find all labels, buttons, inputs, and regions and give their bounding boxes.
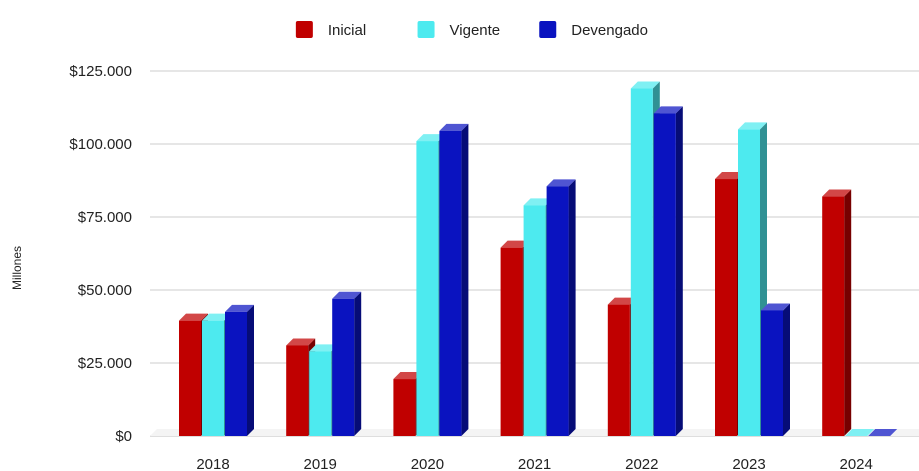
- bar-front: [393, 379, 416, 436]
- x-tick-label: 2021: [518, 456, 551, 471]
- bar-top: [286, 338, 316, 346]
- bar-top: [845, 429, 875, 436]
- legend: Inicial Vigente Devengado: [295, 21, 648, 39]
- bar-top: [761, 303, 790, 311]
- bar-front: [416, 141, 439, 436]
- bar-inicial-2024: [822, 189, 852, 436]
- bar-front: [523, 205, 546, 436]
- bar-vigente-2024: [845, 429, 875, 436]
- bar-front: [630, 88, 653, 437]
- bar-top: [630, 81, 660, 89]
- bar-front: [286, 345, 309, 436]
- bar-front: [715, 179, 737, 437]
- x-axis-ticks: 2018 2019 2020 2021 2022 2023 2024: [196, 456, 873, 471]
- bar-front: [500, 247, 523, 436]
- bar-devengado-2018: [225, 304, 254, 436]
- y-tick-label: $125.000: [69, 63, 132, 80]
- y-tick-label: $50.000: [78, 282, 132, 299]
- bar-front: [179, 320, 201, 436]
- bar-side: [568, 179, 576, 436]
- y-axis-ticks: $0 $25.000 $50.000 $75.000 $100.000 $125.000: [69, 63, 132, 445]
- y-tick-label: $0: [115, 428, 132, 445]
- x-tick-label: 2022: [625, 456, 658, 471]
- bar-front: [607, 304, 630, 436]
- bar-devengado-2020: [439, 123, 469, 437]
- x-tick-label: 2024: [840, 456, 873, 471]
- bar-top: [738, 122, 767, 130]
- bar-top: [179, 313, 208, 321]
- bar-side: [675, 106, 683, 436]
- bar-devengado-2019: [332, 291, 362, 436]
- bar-front: [439, 130, 462, 437]
- legend-label: Inicial: [328, 22, 366, 39]
- bar-front: [653, 113, 676, 436]
- bar-top: [202, 313, 231, 321]
- bar-side: [247, 304, 254, 436]
- bar-front: [738, 129, 760, 436]
- bar-top: [393, 372, 423, 380]
- bar-front: [761, 310, 783, 436]
- bar-side: [783, 303, 790, 436]
- bar-side: [354, 291, 362, 436]
- bar-top: [309, 344, 339, 352]
- x-tick-label: 2018: [196, 456, 229, 471]
- bar-top: [439, 123, 469, 131]
- bar-top: [868, 429, 898, 436]
- y-axis-title: Millones: [10, 246, 24, 290]
- legend-item-vigente: Vigente: [417, 21, 501, 39]
- bar-top: [653, 106, 683, 114]
- x-tick-label: 2020: [411, 456, 444, 471]
- bar-front: [225, 311, 247, 436]
- legend-swatch: [539, 21, 557, 38]
- bar-top: [332, 291, 362, 299]
- bars: [179, 81, 898, 437]
- legend-swatch: [417, 21, 435, 38]
- bar-top: [822, 189, 852, 197]
- bar-top: [225, 304, 254, 312]
- y-tick-label: $100.000: [69, 136, 132, 153]
- bar-side: [461, 123, 469, 437]
- bar-top: [416, 134, 446, 142]
- bar-front: [309, 351, 332, 436]
- bar-top: [715, 172, 744, 180]
- bar-top: [546, 179, 576, 187]
- bar-devengado-2024: [868, 429, 898, 436]
- bar-devengado-2022: [653, 106, 683, 436]
- legend-swatch: [295, 21, 313, 38]
- x-tick-label: 2019: [304, 456, 337, 471]
- bar-front: [202, 320, 224, 436]
- legend-item-devengado: Devengado: [539, 21, 648, 39]
- legend-item-inicial: Inicial: [295, 21, 366, 39]
- bar-top: [523, 198, 553, 206]
- legend-label: Vigente: [450, 22, 501, 39]
- legend-label: Devengado: [571, 22, 648, 39]
- bar-devengado-2023: [761, 303, 790, 436]
- bar-devengado-2021: [546, 179, 576, 436]
- bar-side: [844, 189, 852, 436]
- bar-front: [822, 196, 845, 436]
- y-tick-label: $75.000: [78, 209, 132, 226]
- bar-front: [546, 186, 569, 436]
- x-tick-label: 2023: [732, 456, 765, 471]
- bar-top: [500, 240, 530, 248]
- bar-front: [332, 298, 355, 436]
- y-tick-label: $25.000: [78, 355, 132, 372]
- bar-top: [607, 297, 637, 305]
